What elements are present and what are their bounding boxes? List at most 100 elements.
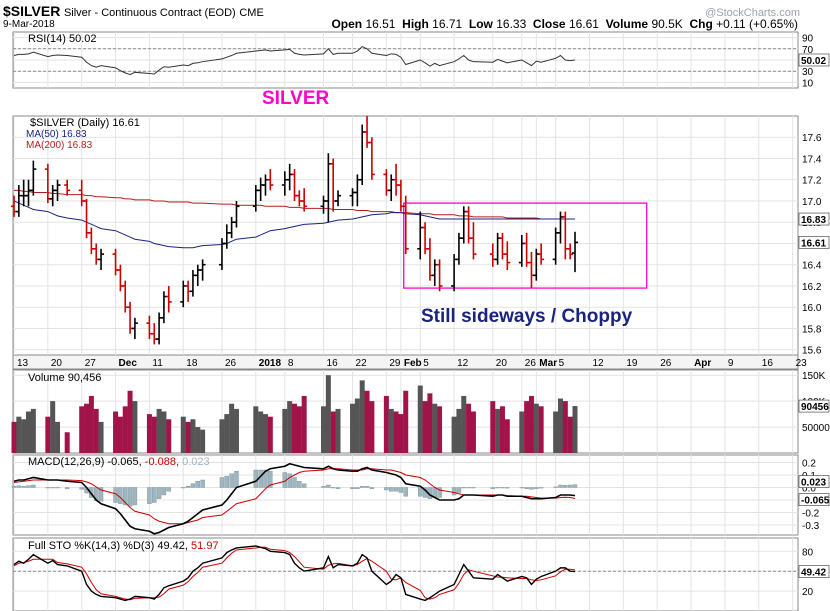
macd-hist-tag: 0.023 (801, 478, 826, 489)
macd-hist-bar (563, 485, 568, 488)
volume-bar (132, 401, 138, 453)
panel-frame-sto (12, 537, 799, 611)
volume-bar (553, 411, 559, 453)
x-tick-label: 18 (186, 358, 198, 369)
macd-hist-bar (495, 487, 500, 489)
chart-annotation-note: Still sideways / Choppy (421, 306, 633, 327)
volume-bar (258, 411, 264, 453)
macd-legend-hist: 0.023 (182, 456, 210, 468)
volume-bar (30, 408, 36, 453)
ohlc-bar (499, 232, 506, 260)
volume-bar (466, 403, 472, 453)
volume-bar (499, 406, 505, 453)
macd-hist-bar (355, 487, 360, 489)
ohlc-bar (286, 163, 293, 191)
x-tick-label: 12 (593, 358, 605, 369)
volume-bar (190, 419, 196, 453)
macd-hist-bar (229, 473, 234, 488)
volume-bar (403, 390, 409, 453)
x-tick-label: 29 (389, 358, 401, 369)
price-tick-label: 15.6 (802, 346, 822, 357)
volume-bar (146, 414, 152, 453)
x-tick-label: 20 (496, 358, 508, 369)
header: $SILVER Silver - Continuous Contract (EO… (0, 0, 830, 32)
ohlc-bar (262, 174, 269, 196)
ohlc-bar (228, 216, 235, 239)
volume-bar (388, 408, 394, 453)
x-tick-label: 26 (660, 358, 672, 369)
volume-bar (50, 401, 56, 453)
x-tick-label: 22 (356, 358, 368, 369)
ohlc-bar (388, 174, 395, 201)
macd-hist-bar (156, 487, 162, 499)
volume-bar (161, 411, 167, 453)
macd-hist-bar (64, 487, 70, 489)
macd-hist-bar (152, 487, 157, 503)
macd-legend: MACD(12,26,9) -0.065, -0.088, 0.023 (28, 456, 210, 468)
macd-signal-line (13, 468, 576, 525)
volume-bar (185, 421, 191, 453)
sideways-range-box (403, 202, 648, 289)
ohlc-bar (383, 169, 390, 196)
sto-d-line (13, 546, 576, 601)
volume-bar (393, 411, 399, 453)
sto-current-tag-bg (798, 565, 830, 578)
macd-value-tag: -0.065 (801, 496, 830, 507)
volume-bar (437, 406, 443, 453)
macd-hist-bar (389, 487, 394, 492)
macd-hist-bar (524, 487, 529, 489)
macd-hist-bar (45, 487, 51, 489)
macd-hist-bar (166, 487, 171, 492)
exchange: CME (239, 7, 264, 19)
macd-hist-bar (297, 481, 302, 488)
volume-bar (495, 408, 501, 453)
macd-hist-bar (79, 487, 84, 490)
volume-legend: Volume 90,456 (28, 372, 101, 384)
chart-annotation-title: SILVER (262, 88, 329, 109)
x-tick-label: Dec (119, 358, 138, 369)
macd-hist-bar (364, 486, 370, 488)
ohlc-bar (417, 211, 424, 260)
volume-bar (267, 416, 273, 453)
ohlc-bar (20, 179, 27, 207)
ohlc-bar (165, 285, 172, 313)
macd-hist-bar (321, 486, 326, 488)
price-legend: $SILVER (Daily) 16.61 (30, 117, 140, 129)
ma-value-tag: 16.83 (801, 215, 826, 226)
volume-bar (562, 401, 568, 453)
macd-hist-bar (466, 487, 471, 489)
ohlc-bar (267, 169, 274, 191)
volume-bar (224, 414, 230, 453)
volume-bar (127, 390, 133, 453)
volume-bar (262, 414, 268, 453)
volume-tick-label: 150K (802, 371, 826, 382)
sideways-box (403, 202, 648, 289)
rsi-current-tag-bg (798, 53, 830, 67)
ma50-line (13, 200, 575, 249)
ohlc-bar (189, 270, 196, 297)
ohlc-bar (64, 179, 71, 196)
macd-hist-bar (456, 487, 462, 493)
volume-bar (557, 398, 563, 453)
price-tick-label: 16.4 (802, 261, 822, 272)
ohlc-bar (368, 137, 375, 180)
macd-hist-bar (418, 487, 423, 497)
volume-bar (519, 411, 525, 453)
macd-line (13, 462, 576, 535)
volume-bar (79, 406, 85, 453)
ohlc-bar (11, 195, 17, 217)
macd-hist-bar (147, 487, 152, 504)
sto-k-line (13, 545, 576, 602)
chg-value: +0.11 (+0.65%) (716, 17, 798, 31)
volume-bar (113, 411, 119, 453)
x-tick-label: 11 (152, 358, 163, 369)
ma200-legend: MA(200) 16.83 (26, 140, 93, 151)
price-tick-label: 16.0 (802, 303, 822, 314)
macd-hist-bar (118, 487, 123, 504)
macd-tick-label: -0.3 (802, 521, 820, 532)
ohlc-bar (223, 224, 230, 249)
volume-current-tag-bg (798, 399, 830, 413)
x-tick-label: Mar (539, 358, 557, 369)
macd-hist-bar (161, 487, 167, 496)
macd-hist-bar (234, 471, 239, 488)
